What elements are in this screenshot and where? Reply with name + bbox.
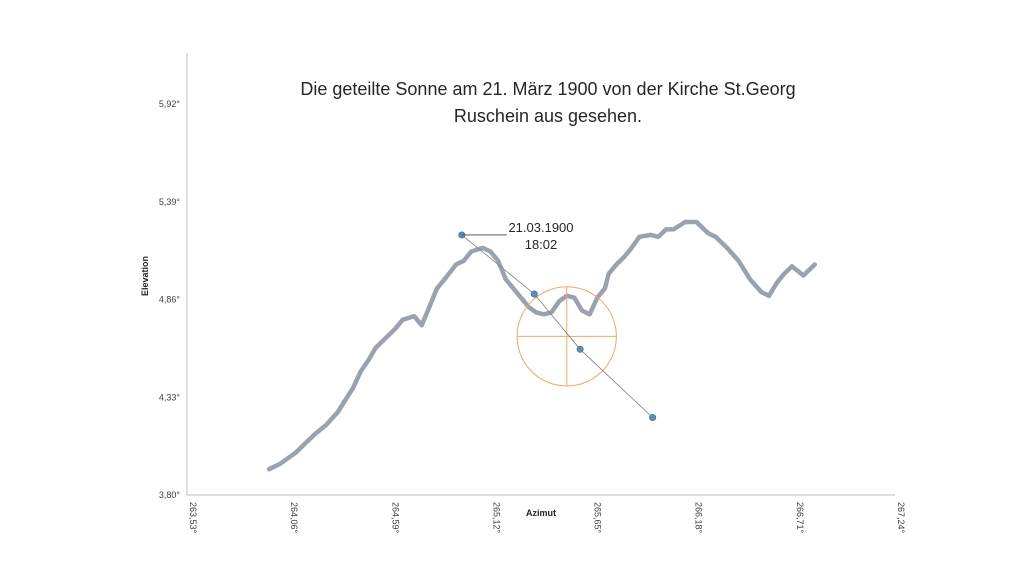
x-tick-label: 263,53° xyxy=(188,502,198,534)
y-tick-label: 4,86° xyxy=(159,295,181,305)
x-tick-label: 265,65° xyxy=(593,502,603,534)
chart-title: Die geteilte Sonne am 21. März 1900 von … xyxy=(300,79,795,126)
x-tick-label: 266,18° xyxy=(694,502,704,534)
sun-path-line xyxy=(461,234,653,418)
y-tick-label: 3,80° xyxy=(159,490,181,500)
x-tick-labels: 263,53° 264,06° 264,59° 265,12° 265,65° 266,1… xyxy=(188,502,906,534)
plot-area xyxy=(266,219,818,472)
sun-path-point xyxy=(530,290,538,298)
sun-path-point xyxy=(649,414,657,422)
x-tick-label: 265,12° xyxy=(491,502,501,534)
y-tick-labels: 3,80° 4,33° 4,86° 5,39° 5,92° xyxy=(159,99,181,500)
y-tick-label: 4,33° xyxy=(159,392,181,402)
x-tick-label: 264,06° xyxy=(289,502,299,534)
x-tick-label: 267,24° xyxy=(896,502,906,534)
y-tick-label: 5,92° xyxy=(159,99,181,109)
annotation: 21.03.1900 18:02 xyxy=(461,220,574,252)
chart-title-line-1: Die geteilte Sonne am 21. März 1900 von … xyxy=(300,79,795,99)
y-axis-title: Elevation xyxy=(140,256,150,296)
x-axis-title: Azimut xyxy=(526,508,556,518)
x-tick-label: 266,71° xyxy=(795,502,805,534)
annotation-time: 18:02 xyxy=(525,237,558,252)
horizon-line xyxy=(266,219,818,472)
y-tick-label: 5,39° xyxy=(159,197,181,207)
annotation-date: 21.03.1900 xyxy=(508,220,573,235)
chart-title-line-2: Ruschein aus gesehen. xyxy=(454,106,642,126)
sun-path-point xyxy=(576,345,584,353)
x-tick-label: 264,59° xyxy=(390,502,400,534)
